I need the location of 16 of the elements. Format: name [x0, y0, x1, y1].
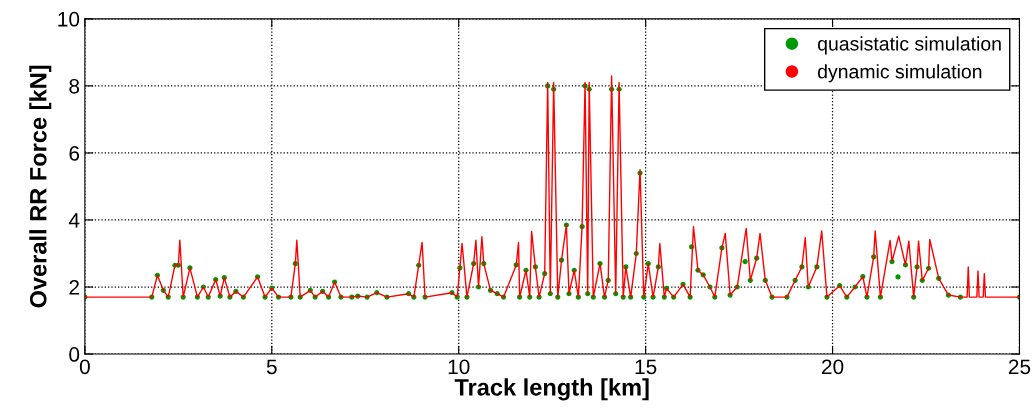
legend-label: dynamic simulation [817, 64, 982, 83]
x-tick-label: 10 [448, 359, 470, 375]
x-tick-label: 15 [635, 359, 657, 375]
y-tick-label: 4 [68, 213, 80, 228]
y-axis-title: Overall RR Force [kN] [29, 65, 52, 308]
x-tick-label: 5 [266, 359, 277, 375]
x-tick-label: 0 [79, 359, 90, 375]
legend-label: quasistatic simulation [817, 36, 1001, 55]
y-tick-label: 2 [69, 280, 79, 295]
x-axis-title: Track length [km] [454, 378, 649, 401]
y-tick-label: 0 [69, 347, 80, 362]
x-tick-label: 20 [822, 359, 844, 375]
x-tick-label: 25 [1008, 359, 1031, 375]
y-tick-label: 8 [69, 78, 80, 94]
y-tick-label: 10 [58, 11, 80, 27]
y-tick-label: 6 [69, 145, 80, 161]
